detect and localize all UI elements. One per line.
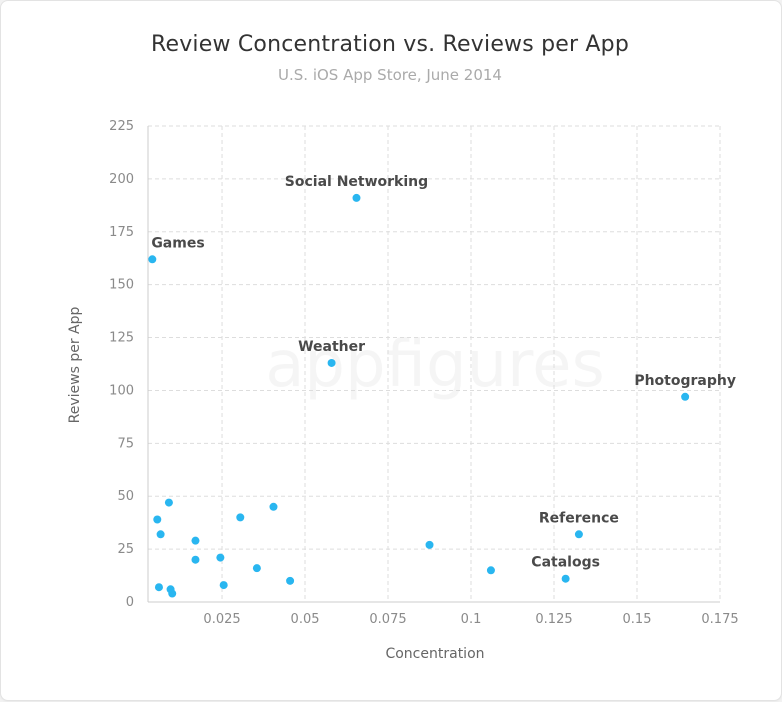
data-point-label: Photography — [634, 373, 736, 389]
data-point-label: Weather — [298, 339, 365, 355]
y-tick-label: 200 — [109, 172, 134, 187]
data-point[interactable] — [252, 564, 261, 573]
data-point-label: Catalogs — [531, 555, 600, 571]
x-axis-ticks: 0.025 0.05 0.075 0.1 0.125 0.15 0.175 — [203, 612, 738, 627]
data-point[interactable] — [269, 502, 278, 511]
y-tick-label: 50 — [117, 489, 134, 504]
x-tick-label: 0.1 — [461, 612, 482, 627]
x-axis-title: Concentration — [385, 646, 484, 662]
data-point[interactable] — [216, 553, 225, 562]
data-point[interactable] — [286, 576, 295, 585]
y-axis-title: Reviews per App — [67, 307, 83, 424]
data-point-label: Games — [151, 235, 204, 251]
y-tick-label: 75 — [117, 436, 134, 451]
data-labels: Games Social Networking Weather Photography… — [151, 174, 736, 571]
data-point[interactable] — [561, 574, 570, 583]
grid-lines — [148, 125, 721, 602]
data-point[interactable] — [154, 583, 163, 592]
data-point[interactable] — [164, 498, 173, 507]
y-tick-label: 25 — [117, 542, 134, 557]
data-point[interactable] — [236, 513, 245, 522]
data-point[interactable] — [574, 530, 583, 539]
data-points — [148, 193, 690, 598]
y-tick-label: 175 — [109, 225, 134, 240]
x-tick-label: 0.075 — [369, 612, 406, 627]
x-tick-label: 0.175 — [701, 612, 738, 627]
data-point[interactable] — [148, 255, 157, 264]
chart-subtitle: U.S. iOS App Store, June 2014 — [278, 66, 502, 84]
data-point[interactable] — [153, 515, 162, 524]
x-tick-label: 0.025 — [203, 612, 240, 627]
data-point[interactable] — [191, 536, 200, 545]
y-tick-label: 0 — [126, 595, 134, 610]
data-point[interactable] — [486, 566, 495, 575]
data-point-label: Reference — [539, 510, 619, 526]
y-tick-label: 100 — [109, 383, 134, 398]
y-tick-label: 125 — [109, 331, 134, 346]
data-point-label: Social Networking — [285, 174, 428, 190]
data-point[interactable] — [191, 555, 200, 564]
data-point[interactable] — [156, 530, 165, 539]
data-point[interactable] — [425, 540, 434, 549]
y-axis-ticks: 0 25 50 75 100 125 150 175 200 225 — [109, 119, 134, 610]
data-point[interactable] — [681, 392, 690, 401]
data-point[interactable] — [327, 358, 336, 367]
y-tick-label: 225 — [109, 119, 134, 134]
data-point[interactable] — [168, 589, 177, 598]
data-point[interactable] — [219, 581, 228, 590]
x-tick-label: 0.05 — [291, 612, 320, 627]
y-tick-label: 150 — [109, 278, 134, 293]
x-tick-label: 0.15 — [623, 612, 652, 627]
x-tick-label: 0.125 — [535, 612, 572, 627]
data-point[interactable] — [352, 193, 361, 202]
chart-title: Review Concentration vs. Reviews per App — [150, 32, 630, 57]
